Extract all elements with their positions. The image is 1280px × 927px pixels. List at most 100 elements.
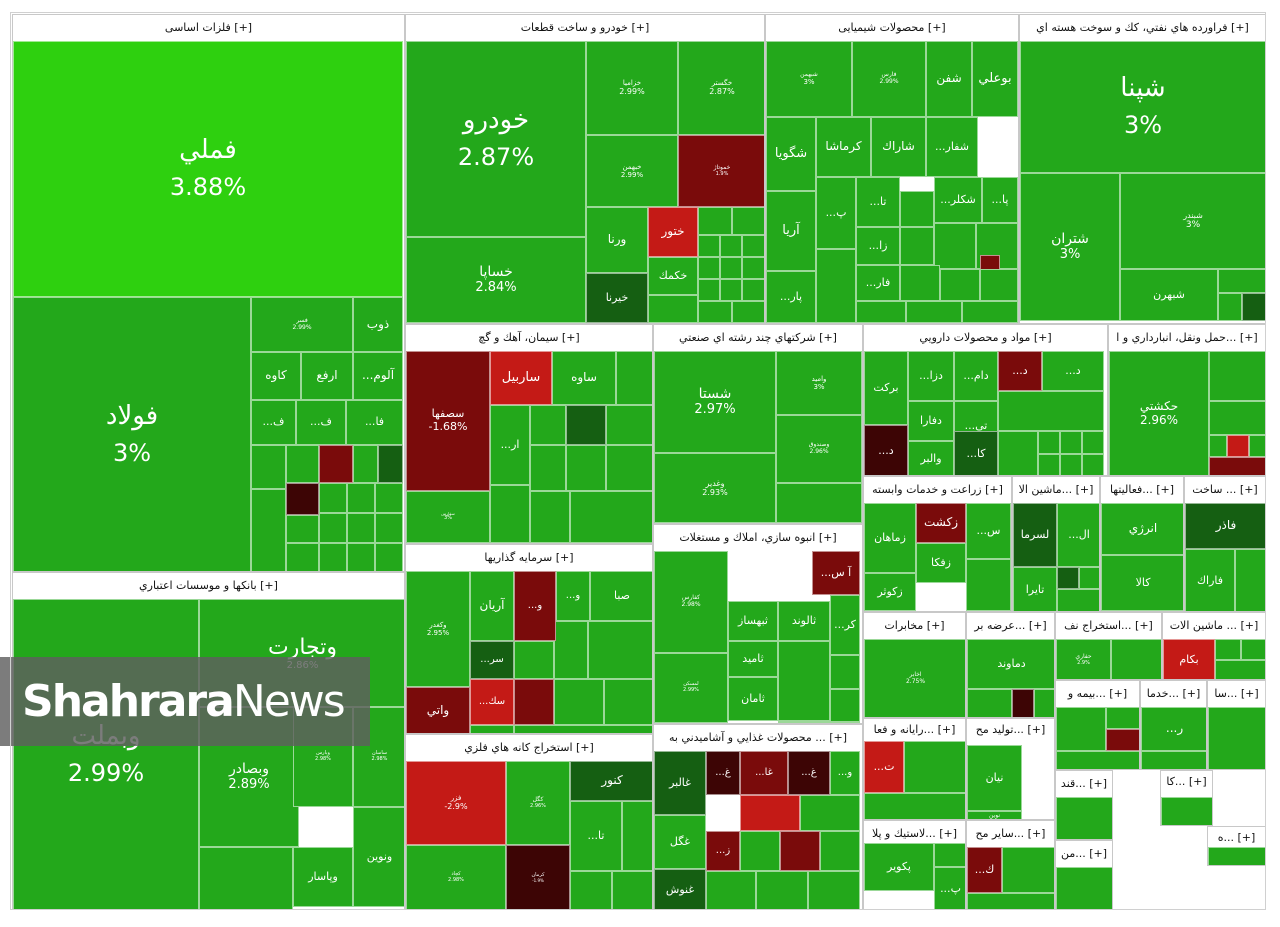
sector-title[interactable]: [+] خودرو و ساخت قطعات [520,21,650,34]
treemap-tile[interactable]: ...ز [706,831,740,871]
treemap-cell[interactable] [353,445,378,483]
sector[interactable]: [+] ...ه [1207,826,1266,866]
treemap-tile[interactable]: ثامان [728,677,778,721]
treemap-cell[interactable] [566,405,606,445]
treemap-tile[interactable]: شتران 3% [1020,173,1120,321]
sector[interactable]: [+] فلزات اساسی فملي 3.88% فولاد 3% ذوب فسر 2.9… [12,14,405,572]
sector-title[interactable]: [+] ...سا [1214,687,1259,700]
treemap-tile[interactable]: ختور [648,207,698,257]
treemap-cell[interactable] [470,725,514,733]
treemap-cell[interactable] [286,445,319,483]
treemap-cell[interactable] [967,689,1012,717]
treemap-cell[interactable] [776,483,862,523]
treemap-tile[interactable]: شاراك [871,117,926,177]
treemap-tile[interactable]: لسرما [1013,503,1057,567]
treemap-tile[interactable]: كالا [1101,555,1183,611]
treemap-tile[interactable]: شفن [926,41,972,117]
treemap-cell[interactable] [698,279,720,301]
sector[interactable]: [+] مخابرات اخابر 2.75% [863,612,966,718]
sector[interactable]: [+] محصولات شیمیایی شبهمن 3% فارس 2.99% شفن بو… [765,14,1019,324]
treemap-cell[interactable] [1079,567,1099,589]
sector-title[interactable]: [+] سيمان، آهك و گچ [478,331,580,344]
treemap-cell[interactable] [530,445,566,491]
treemap-tile[interactable]: تايرا [1013,567,1057,611]
treemap-tile[interactable]: خگستر 2.87% [678,41,764,135]
treemap-cell[interactable] [1218,269,1265,293]
sector[interactable]: [+] ...بيمه و [1055,680,1140,770]
treemap-tile[interactable]: ...غ [706,751,740,795]
sector[interactable]: [+] ...من [1055,840,1113,910]
treemap-cell[interactable] [900,227,934,265]
treemap-cell[interactable] [199,847,293,909]
treemap-cell[interactable] [588,621,652,679]
treemap-cell[interactable] [1082,454,1104,475]
treemap-cell[interactable] [998,431,1038,475]
treemap-tile[interactable]: ...و [830,751,860,795]
treemap-cell[interactable] [900,191,934,227]
treemap-tile[interactable]: وبملت2.99% [13,599,199,909]
treemap-cell[interactable] [648,295,698,323]
treemap-tile[interactable]: خكمك [648,257,698,295]
treemap-cell[interactable] [732,207,764,235]
treemap-cell[interactable] [906,301,962,323]
sector-title[interactable]: [+] ...استخراج نف [1064,619,1153,632]
treemap-tile[interactable]: ارفع [301,352,353,400]
treemap-cell[interactable] [998,391,1104,431]
treemap-tile[interactable]: ...فا [346,400,403,445]
sector-title[interactable]: [+] ...من [1060,847,1108,860]
sector[interactable]: [+] ... محصولات غذايي و آشاميدني به غالبر… [653,724,863,910]
treemap-tile[interactable]: زماهان [864,503,916,573]
treemap-tile[interactable]: غالبر [654,751,706,815]
treemap-cell[interactable] [347,543,375,571]
treemap-tile[interactable]: ساربيل [490,351,552,405]
treemap-tile[interactable]: فارس 2.99% [852,41,926,117]
sector-title[interactable]: [+] ...خدما [1146,687,1201,700]
treemap-cell[interactable] [1056,751,1139,769]
treemap-tile[interactable]: كگل 2.96% [506,761,570,845]
sector-title[interactable]: [+] ... ماشين الات [1169,619,1259,632]
treemap-tile[interactable]: ورنا [586,207,648,273]
treemap-tile[interactable]: ...زا [856,227,900,265]
treemap-cell[interactable] [378,445,403,483]
treemap-tile[interactable]: شستا 2.97% [654,351,776,453]
treemap-tile[interactable]: كنور [570,761,652,801]
treemap-tile[interactable]: ذوب [353,297,403,352]
treemap-tile[interactable]: خودرو 2.87% [406,41,586,237]
treemap-tile[interactable]: ...آلوم [353,352,403,400]
treemap-cell[interactable] [856,301,906,323]
treemap-cell[interactable] [566,445,606,491]
sector[interactable]: [+] مواد و محصولات دارويي بركت ...دزا ...دا… [863,324,1108,476]
treemap-tile[interactable]: فزر -2.9% [406,761,506,845]
treemap-tile[interactable]: شپنا 3% [1020,41,1265,173]
sector[interactable]: [+] ...سا [1207,680,1266,770]
treemap-cell[interactable] [800,795,860,831]
treemap-cell[interactable] [490,485,530,543]
treemap-tile[interactable]: ...و [556,571,590,621]
treemap-tile[interactable]: ...ت [864,741,904,793]
treemap-cell[interactable] [286,483,319,515]
treemap-tile[interactable]: پكوير [864,843,934,891]
treemap-tile[interactable]: وكغدر 2.95% [406,571,470,687]
treemap-cell[interactable] [1111,639,1161,679]
treemap-cell[interactable] [740,795,800,831]
sector[interactable]: [+] ...ساير مح ...ك [966,820,1055,910]
treemap-tile[interactable]: دفارا [908,401,954,441]
treemap-cell[interactable] [780,831,820,871]
treemap-cell[interactable] [1106,729,1139,751]
treemap-tile[interactable]: آريا [766,191,816,271]
treemap-cell[interactable] [820,831,860,871]
sector-title[interactable]: [+] ...كا [1166,775,1207,788]
sector-title[interactable]: [+] ...عرضه بر [974,619,1047,632]
treemap-cell[interactable] [698,301,732,323]
treemap-tile[interactable]: وامید 3% [776,351,862,415]
sector-title[interactable]: [+] ...ه [1217,831,1256,844]
sector[interactable]: [+] شركتهاي چند رشته اي صنعتي شستا 2.97% وا… [653,324,863,524]
sector[interactable]: [+] سرمايه گذاريها وكغدر 2.95% آريان ...و صبا… [405,544,653,734]
treemap-cell[interactable] [934,843,965,867]
treemap-tile[interactable]: بركت [864,351,908,425]
treemap-tile[interactable]: ...ال [1057,503,1099,567]
treemap-cell[interactable] [1227,435,1249,457]
treemap-cell[interactable] [698,257,720,279]
sector-title[interactable]: [+] فلزات اساسی [164,21,253,34]
sector[interactable]: [+] انبوه سازي، املاك و مستغلات كفارس 2.98… [653,524,863,724]
